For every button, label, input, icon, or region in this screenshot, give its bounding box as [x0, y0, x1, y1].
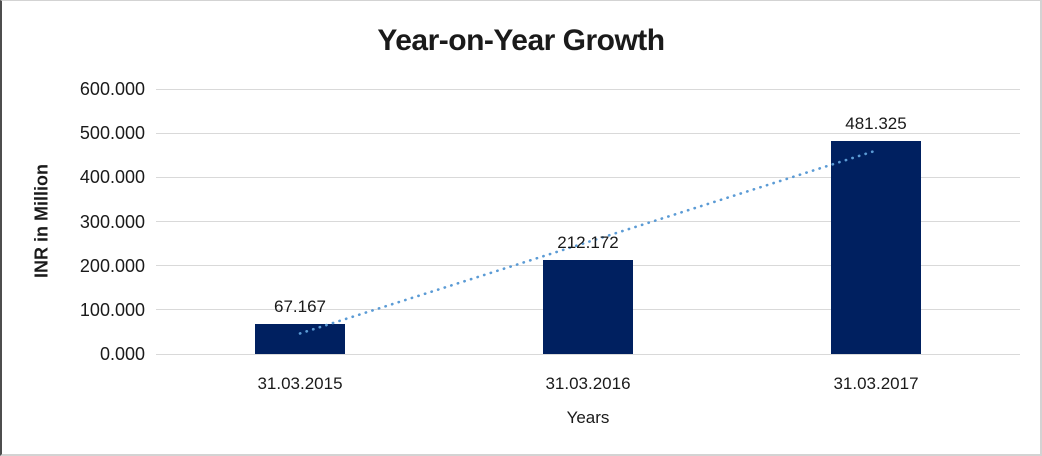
y-tick-label: 0.000	[99, 344, 145, 364]
bar	[831, 141, 921, 354]
x-tick-label: 31.03.2015	[257, 374, 343, 393]
y-tick-label: 100.000	[79, 299, 145, 320]
gridline	[156, 176, 1020, 178]
bar-value-label: 212.172	[557, 233, 619, 253]
bar	[255, 324, 345, 354]
x-tick-label: 31.03.2016	[545, 374, 631, 393]
x-tick-label: 31.03.2017	[833, 374, 919, 393]
gridline	[156, 221, 1020, 222]
y-tick-label: 300.000	[79, 211, 145, 232]
chart-title: Year-on-Year Growth	[377, 24, 665, 57]
gridline	[156, 353, 1020, 355]
gridline	[156, 88, 1020, 90]
y-tick-label: 600.000	[79, 79, 145, 99]
y-tick-label: 200.000	[79, 255, 145, 276]
gridline	[156, 132, 1020, 134]
bar-value-label: 67.167	[274, 297, 326, 317]
bar-value-label: 481.325	[845, 114, 907, 134]
bar	[543, 260, 633, 354]
y-tick-label: 400.000	[79, 167, 145, 188]
y-tick-label: 500.000	[79, 123, 145, 144]
x-axis-title: Years	[566, 408, 610, 427]
plot-area: 67.167 212.172 481.325	[156, 88, 1020, 355]
trendline	[298, 149, 878, 335]
